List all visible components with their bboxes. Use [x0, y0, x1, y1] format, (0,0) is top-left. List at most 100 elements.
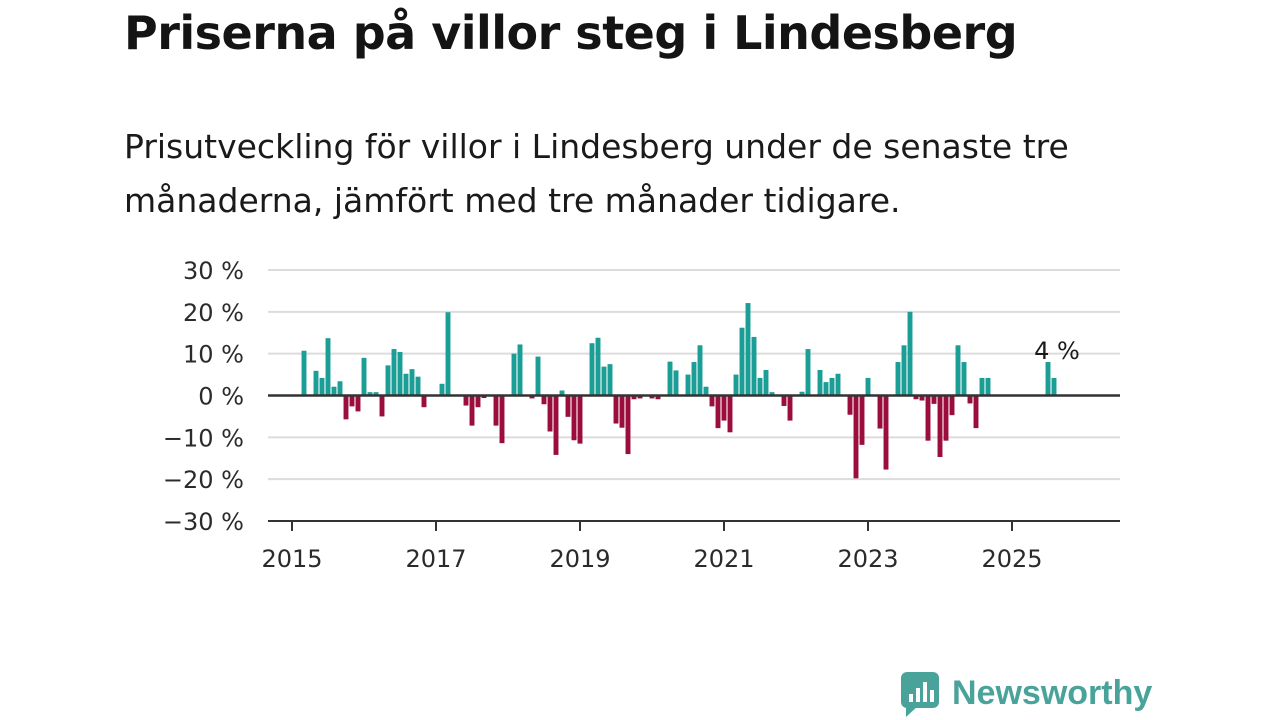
bar	[709, 395, 715, 407]
bar	[319, 377, 325, 396]
y-tick-label: −10 %	[163, 424, 244, 452]
bar	[601, 366, 607, 396]
bar	[547, 395, 553, 432]
bar	[913, 395, 919, 400]
bar	[655, 395, 661, 400]
bar	[541, 395, 547, 405]
bar	[445, 312, 451, 396]
brand: Newsworthy	[900, 668, 1152, 718]
bar	[595, 337, 601, 396]
bar	[313, 370, 319, 396]
bar	[1051, 377, 1057, 396]
bar	[331, 386, 337, 396]
bar	[739, 327, 745, 396]
bar	[415, 376, 421, 396]
bar	[745, 303, 751, 396]
chart-title: Priserna på villor steg i Lindesberg	[124, 6, 1018, 60]
x-tick-label: 2019	[549, 545, 610, 573]
bars	[301, 303, 1057, 479]
bar	[577, 395, 583, 444]
chart-subtitle: Prisutveckling för villor i Lindesberg u…	[124, 127, 1069, 220]
bar	[757, 377, 763, 396]
y-tick-label: −20 %	[163, 466, 244, 494]
bar	[901, 345, 907, 396]
bar	[343, 395, 349, 420]
bar	[361, 357, 367, 396]
bar	[883, 395, 889, 470]
bar	[721, 395, 727, 421]
bar	[715, 395, 721, 429]
bar	[565, 395, 571, 417]
bar	[949, 395, 955, 416]
bar	[943, 395, 949, 441]
bar	[877, 395, 883, 429]
x-tick-label: 2015	[261, 545, 322, 573]
bar	[835, 373, 841, 396]
bar	[979, 377, 985, 396]
bar	[493, 395, 499, 426]
bar	[667, 361, 673, 396]
bar	[727, 395, 733, 433]
bar	[703, 386, 709, 396]
y-tick-label: 20 %	[183, 299, 244, 327]
bar	[481, 395, 487, 399]
y-tick-label: 10 %	[183, 341, 244, 369]
bar	[805, 349, 811, 396]
bar	[829, 377, 835, 396]
bar	[961, 362, 967, 396]
bar	[817, 369, 823, 396]
bar	[673, 370, 679, 396]
y-tick-label: 0 %	[198, 383, 244, 411]
bar	[385, 365, 391, 396]
bar	[751, 336, 757, 396]
bar	[373, 392, 379, 396]
bar	[613, 395, 619, 424]
bar	[865, 377, 871, 396]
bar	[1045, 362, 1051, 396]
grid-lines	[268, 269, 1120, 481]
bar	[475, 395, 481, 408]
bar	[631, 395, 637, 400]
bar	[349, 395, 355, 407]
bar	[637, 395, 643, 399]
bar	[799, 391, 805, 396]
bar	[469, 395, 475, 426]
bar	[955, 345, 961, 396]
bar	[781, 395, 787, 406]
bar	[589, 343, 595, 396]
bar	[967, 395, 973, 404]
bar	[517, 344, 523, 396]
x-tick-label: 2017	[405, 545, 466, 573]
y-tick-label: −30 %	[163, 508, 244, 536]
bar	[325, 338, 331, 396]
bar	[973, 395, 979, 429]
tick-labels: 30 % 20 % 10 % 0 % −10 % −20 % −30 % 2015 2017 20…	[163, 257, 1080, 573]
bar	[607, 364, 613, 396]
bar	[931, 395, 937, 404]
bar	[511, 353, 517, 396]
bar	[301, 350, 307, 396]
bar	[937, 395, 943, 457]
bar	[919, 395, 925, 401]
bar	[787, 395, 793, 421]
latest-value-annotation: 4 %	[1034, 337, 1080, 365]
bar	[337, 381, 343, 396]
brand-name: Newsworthy	[952, 673, 1153, 712]
bar	[439, 383, 445, 396]
bar	[853, 395, 859, 479]
y-tick-label: 30 %	[183, 257, 244, 285]
bar	[685, 374, 691, 396]
bar	[925, 395, 931, 441]
x-tick-label: 2021	[693, 545, 754, 573]
bar	[823, 382, 829, 396]
bar	[691, 362, 697, 396]
bar	[619, 395, 625, 428]
bar	[403, 373, 409, 396]
bar	[409, 369, 415, 396]
axes	[268, 394, 1120, 531]
bar	[397, 351, 403, 396]
bar	[625, 395, 631, 455]
bar	[985, 377, 991, 396]
bar	[907, 311, 913, 396]
